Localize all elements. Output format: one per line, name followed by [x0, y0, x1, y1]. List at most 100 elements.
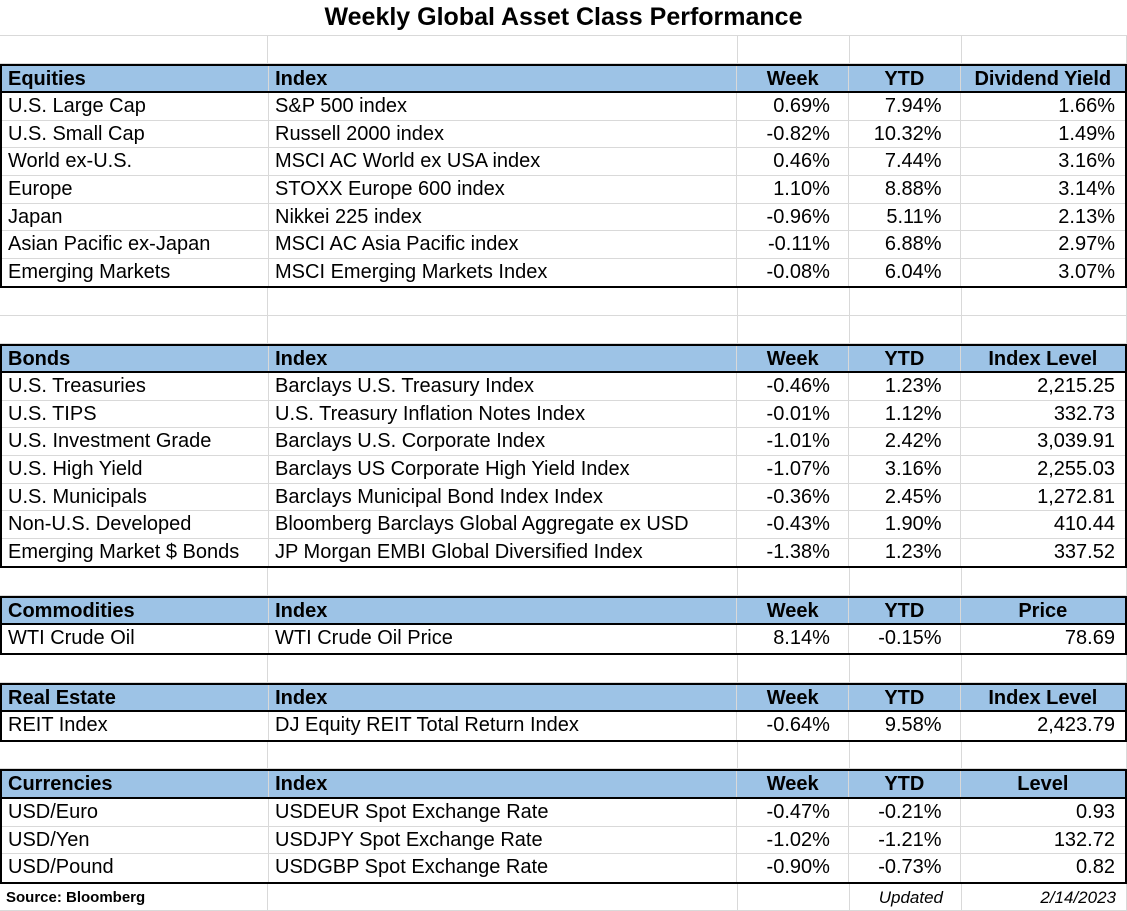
- ytd-cell[interactable]: 1.12%: [849, 400, 961, 428]
- week-cell[interactable]: -0.08%: [737, 258, 849, 287]
- index-cell[interactable]: WTI Crude Oil Price: [269, 625, 738, 654]
- empty-cell[interactable]: [738, 315, 850, 343]
- ytd-cell[interactable]: YTD: [849, 65, 961, 92]
- label-cell[interactable]: U.S. High Yield: [2, 455, 270, 483]
- value-cell[interactable]: Level: [960, 771, 1126, 798]
- label-cell[interactable]: USD/Yen: [2, 826, 270, 854]
- index-cell[interactable]: MSCI AC Asia Pacific index: [269, 231, 738, 258]
- value-cell[interactable]: 2.13%: [1058, 205, 1115, 228]
- ytd-cell[interactable]: 5.11%: [849, 203, 961, 231]
- index-cell[interactable]: USDJPY Spot Exchange Rate: [269, 826, 738, 854]
- week-cell[interactable]: -1.38%: [737, 538, 849, 567]
- label-cell[interactable]: U.S. Small Cap: [2, 120, 270, 148]
- label-cell[interactable]: Emerging Markets: [2, 258, 270, 287]
- index-cell[interactable]: Bloomberg Barclays Global Aggregate ex U…: [269, 511, 738, 538]
- value-cell[interactable]: 1,272.81: [1037, 485, 1115, 508]
- label-cell[interactable]: Equities: [2, 65, 270, 92]
- value-cell[interactable]: 0.82: [1076, 856, 1115, 879]
- empty-cell[interactable]: [738, 568, 850, 595]
- label-cell[interactable]: Real Estate: [2, 684, 270, 711]
- label-cell[interactable]: Asian Pacific ex-Japan: [2, 231, 270, 258]
- index-cell[interactable]: Index: [269, 771, 738, 798]
- label-cell[interactable]: REIT Index: [2, 712, 270, 740]
- empty-cell[interactable]: [962, 741, 1127, 769]
- label-cell[interactable]: U.S. Treasuries: [2, 373, 270, 400]
- week-cell[interactable]: -0.82%: [737, 120, 849, 148]
- week-cell[interactable]: -1.07%: [737, 455, 849, 483]
- value-cell[interactable]: 132.72: [1053, 828, 1115, 851]
- empty-cell[interactable]: [0, 655, 268, 682]
- label-cell[interactable]: USD/Euro: [2, 799, 270, 826]
- week-cell[interactable]: 0.46%: [737, 148, 849, 175]
- index-cell[interactable]: Nikkei 225 index: [269, 203, 738, 231]
- label-cell[interactable]: Europe: [2, 175, 270, 203]
- empty-cell[interactable]: [268, 568, 738, 595]
- ytd-cell[interactable]: YTD: [849, 684, 961, 711]
- empty-cell[interactable]: [0, 568, 268, 595]
- cell[interactable]: [268, 883, 738, 911]
- label-cell[interactable]: Currencies: [2, 771, 270, 798]
- index-cell[interactable]: JP Morgan EMBI Global Diversified Index: [269, 538, 738, 567]
- week-cell[interactable]: -0.01%: [737, 400, 849, 428]
- label-cell[interactable]: Bonds: [2, 345, 270, 372]
- empty-cell[interactable]: [850, 315, 962, 343]
- empty-cell[interactable]: [268, 655, 738, 682]
- index-cell[interactable]: Index: [269, 597, 738, 624]
- week-cell[interactable]: 8.14%: [737, 625, 849, 654]
- label-cell[interactable]: Non-U.S. Developed: [2, 511, 270, 538]
- ytd-cell[interactable]: 8.88%: [849, 175, 961, 203]
- value-cell[interactable]: 3.07%: [1058, 260, 1115, 283]
- ytd-cell[interactable]: 2.45%: [849, 483, 961, 511]
- label-cell[interactable]: Commodities: [2, 597, 270, 624]
- value-cell[interactable]: 1.66%: [1058, 95, 1115, 118]
- week-cell[interactable]: -0.36%: [737, 483, 849, 511]
- label-cell[interactable]: WTI Crude Oil: [2, 625, 270, 654]
- empty-cell[interactable]: [850, 655, 962, 682]
- week-cell[interactable]: Week: [737, 597, 850, 624]
- value-cell[interactable]: 1.49%: [1058, 122, 1115, 145]
- value-cell[interactable]: 410.44: [1053, 513, 1115, 536]
- value-cell[interactable]: Dividend Yield: [960, 65, 1126, 92]
- week-cell[interactable]: -0.46%: [737, 373, 849, 400]
- value-cell[interactable]: 78.69: [1064, 627, 1115, 650]
- week-cell[interactable]: -1.01%: [737, 428, 849, 455]
- value-cell[interactable]: 3,039.91: [1037, 430, 1115, 453]
- label-cell[interactable]: Emerging Market $ Bonds: [2, 538, 270, 567]
- empty-cell[interactable]: [0, 315, 268, 343]
- ytd-cell[interactable]: -1.21%: [849, 826, 961, 854]
- empty-cell[interactable]: [962, 36, 1127, 63]
- empty-cell[interactable]: [962, 315, 1127, 343]
- value-cell[interactable]: 3.16%: [1058, 150, 1115, 173]
- index-cell[interactable]: Barclays Municipal Bond Index Index: [269, 483, 738, 511]
- index-cell[interactable]: Index: [269, 65, 738, 92]
- empty-cell[interactable]: [268, 315, 738, 343]
- empty-cell[interactable]: [738, 741, 850, 769]
- index-cell[interactable]: Barclays U.S. Treasury Index: [269, 373, 738, 400]
- ytd-cell[interactable]: 1.90%: [849, 511, 961, 538]
- value-cell[interactable]: Price: [960, 597, 1126, 624]
- value-cell[interactable]: 332.73: [1053, 402, 1115, 425]
- label-cell[interactable]: U.S. Investment Grade: [2, 428, 270, 455]
- week-cell[interactable]: Week: [737, 345, 850, 372]
- empty-cell[interactable]: [0, 36, 268, 63]
- label-cell[interactable]: U.S. Municipals: [2, 483, 270, 511]
- empty-cell[interactable]: [850, 741, 962, 769]
- label-cell[interactable]: U.S. Large Cap: [2, 93, 270, 120]
- ytd-cell[interactable]: -0.21%: [849, 799, 961, 826]
- empty-cell[interactable]: [850, 288, 962, 315]
- week-cell[interactable]: -0.96%: [737, 203, 849, 231]
- label-cell[interactable]: U.S. TIPS: [2, 400, 270, 428]
- label-cell[interactable]: World ex-U.S.: [2, 148, 270, 175]
- index-cell[interactable]: Index: [269, 345, 738, 372]
- ytd-cell[interactable]: 2.42%: [849, 428, 961, 455]
- index-cell[interactable]: MSCI AC World ex USA index: [269, 148, 738, 175]
- value-cell[interactable]: Index Level: [960, 345, 1126, 372]
- ytd-cell[interactable]: 6.88%: [849, 231, 961, 258]
- week-cell[interactable]: Week: [737, 65, 850, 92]
- value-cell[interactable]: 2,215.25: [1037, 375, 1115, 398]
- empty-cell[interactable]: [738, 36, 850, 63]
- week-cell[interactable]: -0.11%: [737, 231, 849, 258]
- index-cell[interactable]: S&P 500 index: [269, 93, 738, 120]
- index-cell[interactable]: DJ Equity REIT Total Return Index: [269, 712, 738, 740]
- week-cell[interactable]: 1.10%: [737, 175, 849, 203]
